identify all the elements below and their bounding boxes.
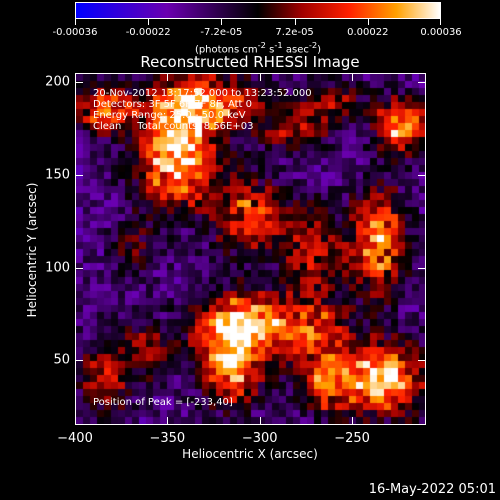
y-axis-tick [418, 174, 426, 176]
colorbar-tick [148, 19, 150, 25]
colorbar [75, 2, 441, 19]
footer-timestamp: 16-May-2022 05:01 [368, 482, 496, 497]
colorbar-gradient [76, 3, 440, 18]
colorbar-tick-label: 0.00036 [420, 27, 462, 38]
annotation-clean-counts: Clean Total counts: 8.56E+03 [93, 121, 254, 132]
heatmap-plot-area: 20-Nov-2012 13:17:52.000 to 13:23:52.000… [75, 73, 426, 425]
y-axis-tick-label: 150 [45, 167, 70, 183]
colorbar-tick-label: 0.00022 [347, 27, 389, 38]
y-axis-tick [418, 82, 426, 84]
x-axis-tick [75, 417, 76, 425]
x-axis-tick [167, 73, 169, 81]
x-axis-label: Heliocentric X (arcsec) [182, 447, 318, 461]
x-axis-tick [352, 73, 354, 81]
x-axis-tick-label: −250 [334, 431, 370, 446]
y-axis-tick-label: 200 [45, 74, 70, 90]
y-axis-tick [75, 174, 83, 176]
y-axis-tick-label: 100 [45, 260, 70, 276]
y-axis-tick [75, 267, 83, 269]
annotation-time-range: 20-Nov-2012 13:17:52.000 to 13:23:52.000 [93, 88, 312, 99]
colorbar-tick [75, 19, 76, 25]
heatmap-image [76, 74, 425, 424]
colorbar-tick [221, 19, 223, 25]
y-axis-tick [418, 267, 426, 269]
y-axis-label: Heliocentric Y (arcsec) [25, 182, 39, 318]
colorbar-tick-label: -0.00022 [125, 27, 171, 38]
colorbar-tick [367, 19, 369, 25]
colorbar-tick-label: 7.2e-05 [275, 27, 314, 38]
x-axis-tick [259, 73, 261, 81]
x-axis-tick-label: −400 [57, 431, 93, 446]
colorbar-tick [294, 19, 296, 25]
x-axis-tick [167, 417, 169, 425]
y-axis-tick [75, 360, 83, 362]
annotation-peak-position: Position of Peak = [-233,40] [93, 397, 233, 408]
y-axis-tick-label: 50 [53, 352, 70, 368]
colorbar-tick [440, 19, 441, 25]
x-axis-tick [75, 73, 76, 81]
x-axis-tick [352, 417, 354, 425]
x-axis-tick [259, 417, 261, 425]
y-axis-tick [418, 360, 426, 362]
annotation-energy-range: Energy Range: 25.0 - 50.0 keV [93, 110, 246, 121]
colorbar-units: (photons cm-2 s-1 asec-2) [194, 40, 322, 56]
x-axis-tick-label: −350 [149, 431, 186, 446]
colorbar-tick-label: -7.2e-05 [200, 27, 243, 38]
x-axis-tick-label: −300 [241, 431, 278, 446]
plot-title: Reconstructed RHESSI Image [140, 53, 360, 71]
annotation-detectors: Detectors: 3F 5F 6F 7F 8F, Att 0 [93, 99, 253, 110]
y-axis-tick [75, 82, 83, 84]
colorbar-tick-label: -0.00036 [52, 27, 98, 38]
